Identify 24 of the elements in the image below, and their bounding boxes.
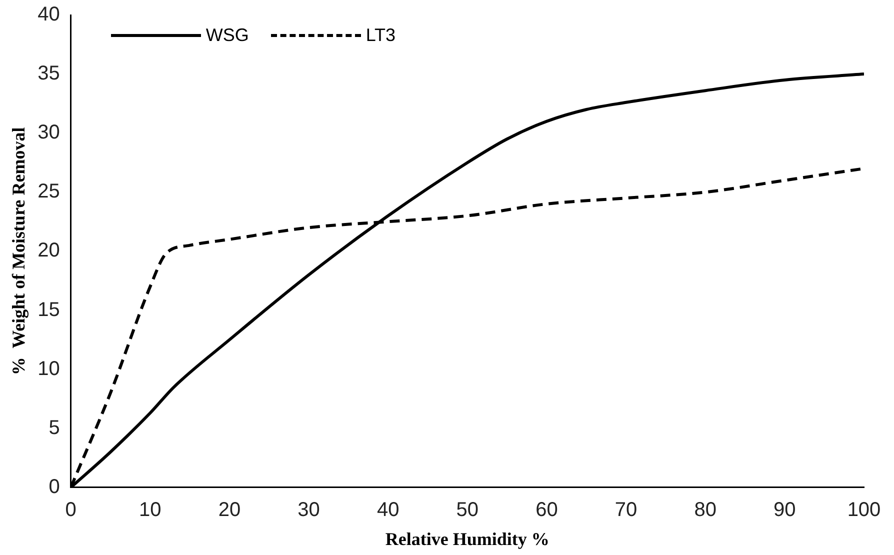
y-tick-label: 30 (38, 122, 60, 144)
y-tick-label: 0 (48, 476, 60, 498)
legend-label: WSG (206, 25, 249, 46)
x-axis-title: Relative Humidity % (385, 528, 550, 549)
x-tick-label: 60 (536, 498, 558, 521)
x-tick-label: 80 (694, 498, 716, 521)
legend-label: LT3 (366, 25, 396, 46)
x-tick-label: 40 (376, 498, 400, 521)
y-tick-label: 5 (48, 416, 60, 439)
x-tick-label: 90 (774, 498, 796, 521)
y-tick-label: 20 (38, 240, 60, 262)
x-tick-label: 10 (139, 498, 162, 521)
x-tick-label: 50 (456, 498, 479, 521)
x-tick-label: 70 (614, 498, 638, 521)
y-tick-label: 35 (38, 62, 60, 85)
y-tick-label: 10 (38, 358, 60, 380)
x-tick-label: 30 (298, 498, 320, 521)
x-tick-label: 20 (218, 498, 241, 521)
y-tick-label: 40 (38, 4, 60, 26)
x-tick-label: 0 (65, 498, 76, 521)
y-tick-label: 15 (38, 298, 60, 321)
y-tick-label: 25 (38, 180, 60, 203)
x-tick-label: 100 (847, 498, 881, 521)
y-axis-title: % Weight of Moisture Removal (8, 127, 28, 376)
